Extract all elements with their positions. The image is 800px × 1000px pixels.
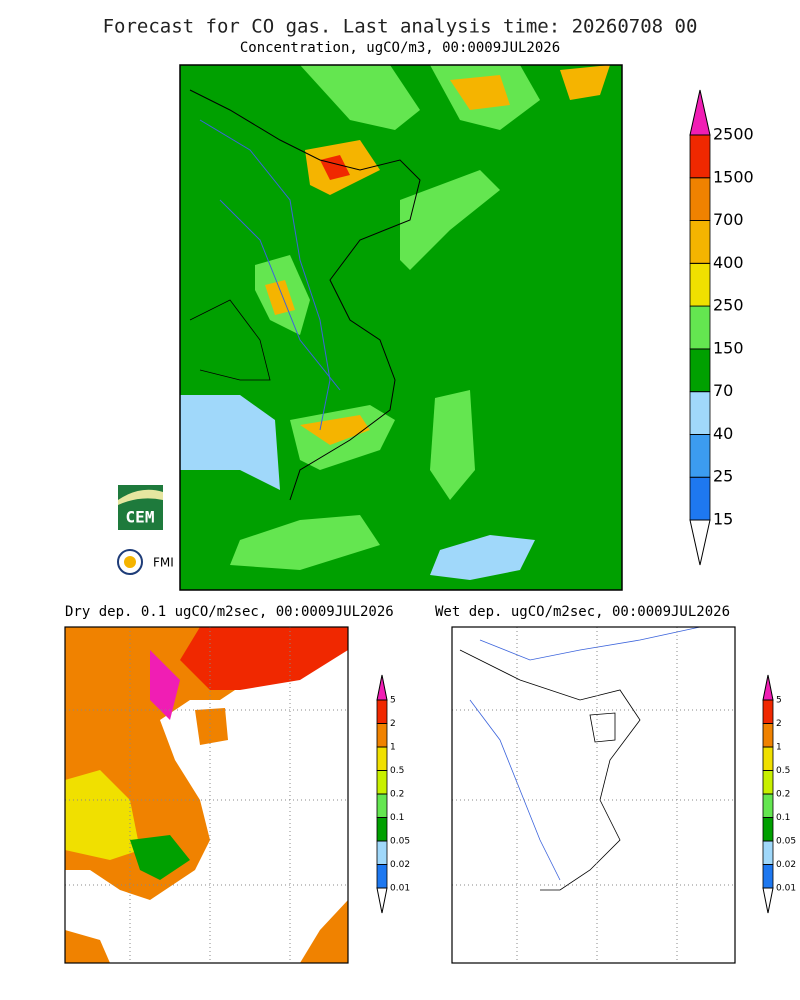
colorbar-segment [689,177,711,221]
colorbar-label: 2 [776,719,782,729]
colorbar-label: 1500 [713,167,754,186]
map-subtitle: Wet dep. ugCO/m2sec, 00:0009JUL2026 [435,604,730,620]
colorbar-segment [376,723,388,748]
colorbar-label: 70 [713,381,733,400]
colorbar-label: 0.1 [390,813,404,823]
colorbar-over [762,674,774,701]
colorbar-label: 40 [713,424,733,443]
colorbar-segment [762,770,774,795]
colorbar: 15 25 40 70 150 250 400 700 1500 2500 [689,89,754,566]
logo-text: FMI [153,556,174,570]
colorbar-label: 0.05 [390,837,410,847]
colorbar-segment [376,840,388,865]
colorbar-label: 0.2 [390,790,404,800]
colorbar-segment [762,723,774,748]
colorbar-label: 150 [713,338,744,357]
map-subtitle: Dry dep. 0.1 ugCO/m2sec, 00:0009JUL2026 [65,604,394,620]
colorbar-segment [689,391,711,435]
colorbar: 0.01 0.02 0.05 0.1 0.2 0.5 1 2 5 [762,674,796,914]
map-subtitle: Concentration, ugCO/m3, 00:0009JUL2026 [240,40,560,56]
colorbar-over [376,674,388,701]
logo-text: CEM [126,508,155,527]
colorbar-segment [376,770,388,795]
colorbar-segment [762,793,774,818]
colorbar-segment [376,817,388,842]
colorbar-segment [689,476,711,521]
colorbar-segment [689,434,711,478]
colorbar-label: 0.01 [390,884,410,894]
fmi-logo: FMI [117,549,174,575]
dry-dep-map [64,626,349,964]
colorbar-segment [762,746,774,771]
colorbar-segment [376,793,388,818]
colorbar-segment [376,746,388,771]
colorbar-label: 0.5 [390,766,404,776]
colorbar-under [689,519,711,566]
colorbar-label: 5 [390,696,396,706]
colorbar-under [376,887,388,914]
page-title: Forecast for CO gas. Last analysis time:… [103,16,698,38]
colorbar-label: 2 [390,719,396,729]
colorbar-label: 250 [713,296,744,315]
colorbar-segment [689,134,711,179]
colorbar-label: 25 [713,467,733,486]
colorbar-label: 0.02 [776,860,796,870]
colorbar-segment [376,864,388,889]
colorbar-label: 0.2 [776,790,790,800]
colorbar-segment [376,699,388,724]
colorbar-label: 15 [713,510,733,529]
cem-logo: CEM [118,485,163,530]
colorbar-segment [762,864,774,889]
colorbar-segment [762,817,774,842]
wet-dep-map [451,626,736,964]
colorbar-under [762,887,774,914]
colorbar-segment [689,348,711,393]
colorbar-label: 0.1 [776,813,790,823]
colorbar-segment [689,220,711,264]
colorbar: 0.01 0.02 0.05 0.1 0.2 0.5 1 2 5 [376,674,410,914]
colorbar-label: 0.5 [776,766,790,776]
colorbar-label: 0.01 [776,884,796,894]
colorbar-segment [762,699,774,724]
colorbar-label: 2500 [713,125,754,144]
colorbar-over [689,89,711,136]
colorbar-label: 700 [713,210,744,229]
colorbar-label: 1 [776,743,782,753]
colorbar-label: 5 [776,696,782,706]
colorbar-label: 1 [390,743,396,753]
colorbar-label: 400 [713,253,744,272]
colorbar-segment [762,840,774,865]
main-map [179,64,623,591]
colorbar-segment [689,305,711,350]
colorbar-label: 0.02 [390,860,410,870]
colorbar-label: 0.05 [776,837,796,847]
colorbar-segment [689,262,711,307]
